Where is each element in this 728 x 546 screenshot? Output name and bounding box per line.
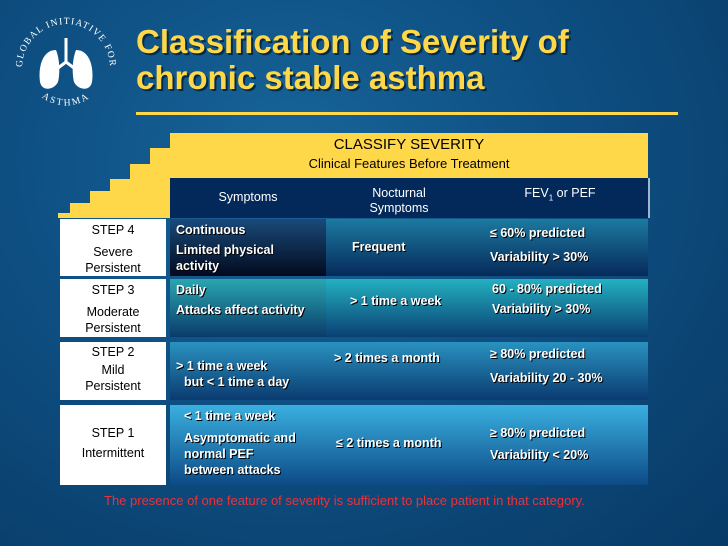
classification-note: The presence of one feature of severity … (104, 493, 585, 508)
step-number: STEP 3 (91, 283, 135, 297)
symptom-text: between attacks (184, 463, 281, 477)
column-header-nocturnal-line1: Nocturnal (372, 186, 426, 200)
symptoms-cell-step-4: Continuous Limited physical activity (170, 219, 326, 276)
symptom-text: < 1 time a week (184, 409, 276, 423)
fev-suffix: or PEF (553, 186, 596, 200)
lungs-icon (39, 38, 93, 89)
fev-predicted: ≥ 80% predicted (490, 347, 586, 361)
fev-cell-step-1: ≥ 80% predicted Variability < 20% (472, 405, 648, 485)
title-line-1: Classification of Severity of (136, 23, 569, 60)
severity-name: Moderate (86, 305, 140, 319)
fev-variability: Variability < 20% (490, 448, 589, 462)
column-header-nocturnal: Nocturnal Symptoms (326, 186, 472, 216)
fev-predicted: ≥ 80% predicted (490, 426, 586, 440)
logo-bottom-text: ASTHMA (40, 91, 90, 108)
fev-cell-step-2: ≥ 80% predicted Variability 20 - 30% (472, 342, 648, 400)
fev-cell-step-3: 60 - 80% predicted Variability > 30% (472, 279, 648, 337)
classify-severity-subtitle: Clinical Features Before Treatment (308, 156, 510, 171)
column-header-nocturnal-line2: Symptoms (369, 201, 429, 215)
severity-name: Persistent (85, 321, 141, 335)
stair-step (130, 164, 150, 179)
stair-step (150, 148, 170, 179)
nocturnal-cell-step-2: > 2 times a month (326, 342, 472, 400)
fev-label: FEV (524, 186, 549, 200)
symptom-text: Limited physical (176, 243, 274, 257)
symptoms-cell-step-1: < 1 time a week Asymptomatic and normal … (170, 405, 326, 485)
symptom-text: Asymptomatic and (184, 431, 296, 445)
symptom-text: Continuous (176, 223, 246, 237)
gina-logo: GLOBAL INITIATIVE FOR ASTHMA (15, 17, 116, 109)
fev-subscript: 1 (548, 193, 554, 203)
page-title: Classification of Severity of chronic st… (136, 24, 716, 96)
title-line-2: chronic stable asthma (136, 59, 485, 96)
step-label-4: STEP 4 Severe Persistent (60, 219, 166, 276)
stair-step (110, 179, 170, 191)
severity-name: Mild (101, 363, 125, 377)
severity-name: Persistent (85, 379, 141, 393)
symptom-text: but < 1 time a day (184, 375, 290, 389)
column-header-row (170, 178, 650, 218)
symptom-text: activity (176, 259, 220, 273)
fev-variability: Variability 20 - 30% (490, 371, 603, 385)
step-label-3: STEP 3 Moderate Persistent (60, 279, 166, 337)
step-number: STEP 4 (91, 223, 135, 237)
step-label-1: STEP 1 Intermittent (60, 405, 166, 485)
fev-predicted: 60 - 80% predicted (492, 282, 602, 296)
stair-step (90, 191, 170, 203)
nocturnal-cell-step-1: ≤ 2 times a month (326, 405, 472, 485)
severity-name: Severe (93, 245, 133, 259)
stair-top (170, 133, 648, 179)
fev-cell-step-4: ≤ 60% predicted Variability > 30% (472, 219, 648, 276)
step-number: STEP 2 (91, 345, 135, 359)
fev-variability: Variability > 30% (490, 250, 589, 264)
fev-predicted: ≤ 60% predicted (490, 226, 586, 240)
stair-step (58, 213, 170, 218)
fev-variability: Variability > 30% (492, 302, 591, 316)
title-underline (136, 112, 678, 115)
nocturnal-cell-step-4: Frequent (326, 219, 472, 276)
severity-name: Persistent (85, 261, 141, 275)
stair-step (70, 203, 170, 213)
severity-name: Intermittent (81, 446, 145, 460)
symptoms-cell-step-3: Daily Attacks affect activity (170, 279, 326, 337)
symptom-text: Attacks affect activity (176, 303, 305, 317)
classify-severity-title: CLASSIFY SEVERITY (333, 136, 485, 153)
column-header-fev: FEV1 or PEF (472, 186, 648, 206)
symptom-text: normal PEF (184, 447, 254, 461)
symptom-text: > 1 time a week (176, 359, 268, 373)
column-header-symptoms: Symptoms (218, 190, 278, 204)
nocturnal-cell-step-3: > 1 time a week (326, 279, 472, 337)
symptom-text: Daily (176, 283, 206, 297)
step-label-2: STEP 2 Mild Persistent (60, 342, 166, 400)
step-number: STEP 1 (91, 426, 135, 440)
svg-text:ASTHMA: ASTHMA (40, 91, 92, 108)
symptoms-cell-step-2: > 1 time a week but < 1 time a day (170, 342, 326, 400)
